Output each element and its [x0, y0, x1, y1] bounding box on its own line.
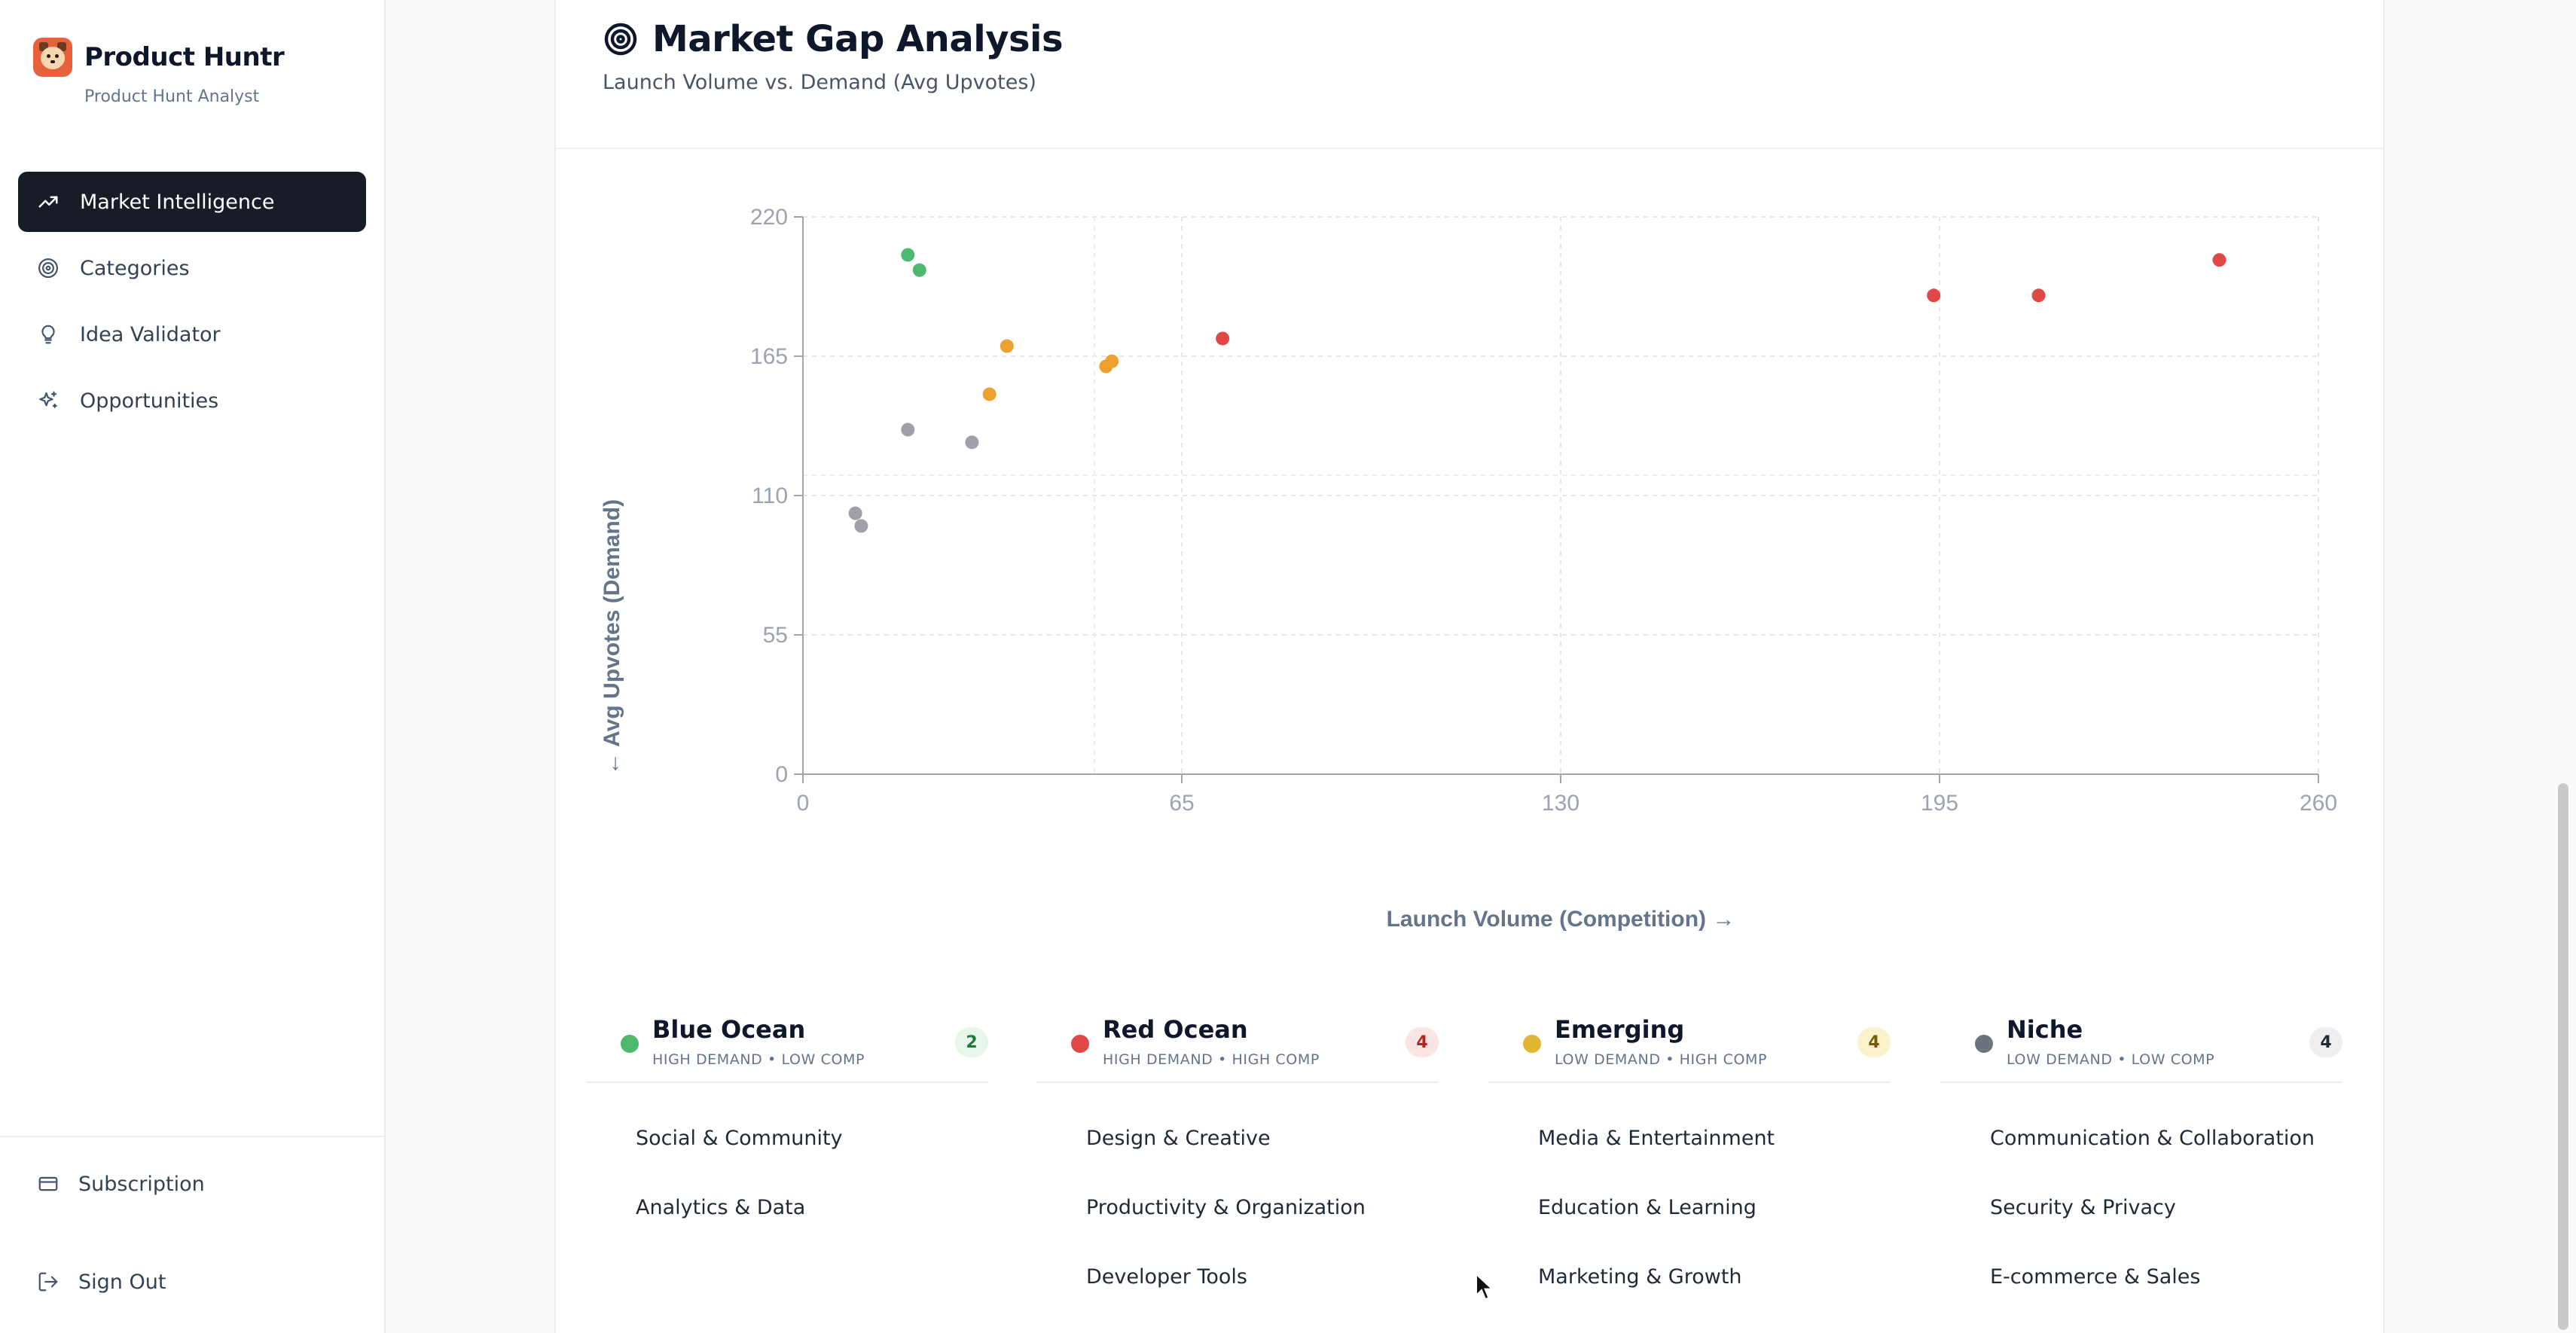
- brand[interactable]: Product Huntr: [33, 38, 285, 77]
- sidebar-nav: Market Intelligence Categories Idea Vali…: [18, 172, 366, 437]
- page-title: Market Gap Analysis: [652, 18, 1064, 60]
- legend-name: Blue Ocean: [652, 1015, 806, 1044]
- sidebar: Product Huntr Product Hunt Analyst Marke…: [0, 0, 386, 1333]
- log-out-icon: [36, 1270, 60, 1294]
- data-point-red-ocean: [1927, 288, 1941, 303]
- category-item[interactable]: Social & Community: [636, 1127, 843, 1150]
- category-item[interactable]: Marketing & Growth: [1538, 1265, 1742, 1289]
- y-tick-label: 110: [752, 483, 788, 508]
- legend-desc: LOW DEMAND • LOW COMP: [2007, 1051, 2215, 1068]
- brand-title: Product Huntr: [84, 42, 285, 72]
- legend-desc: HIGH DEMAND • HIGH COMP: [1103, 1051, 1320, 1068]
- data-point-emerging: [1105, 354, 1119, 368]
- category-item[interactable]: Communication & Collaboration: [1990, 1127, 2315, 1150]
- category-item[interactable]: Design & Creative: [1086, 1127, 1271, 1150]
- x-axis-label: Launch Volume (Competition) →: [1387, 907, 1735, 932]
- category-item[interactable]: Developer Tools: [1086, 1265, 1247, 1289]
- sidebar-divider: [0, 1136, 384, 1137]
- legend-desc: LOW DEMAND • HIGH COMP: [1555, 1051, 1768, 1068]
- market-gap-panel: Market Gap Analysis Launch Volume vs. De…: [554, 0, 2385, 1333]
- y-tick-label: 55: [763, 623, 788, 648]
- sidebar-item-label: Categories: [80, 256, 190, 280]
- data-point-red-ocean: [1216, 331, 1230, 346]
- chart-points: [848, 248, 2227, 533]
- x-tick-label: 0: [797, 791, 810, 816]
- legend-niche: Niche LOW DEMAND • LOW COMP 4 Communicat…: [1940, 1014, 2343, 1289]
- legend-red-ocean: Red Ocean HIGH DEMAND • HIGH COMP 4 Desi…: [1036, 1014, 1439, 1289]
- legend-desc: HIGH DEMAND • LOW COMP: [652, 1051, 865, 1068]
- data-point-emerging: [982, 387, 997, 401]
- target-icon: [603, 21, 639, 57]
- chart-grid: [803, 216, 2319, 774]
- subscription-button[interactable]: Subscription: [36, 1172, 205, 1196]
- y-tick-label: 220: [750, 205, 788, 230]
- subscription-label: Subscription: [78, 1172, 205, 1196]
- header-divider: [556, 148, 2383, 149]
- data-point-red-ocean: [2031, 288, 2046, 303]
- data-point-niche: [854, 519, 868, 533]
- legend-emerging: Emerging LOW DEMAND • HIGH COMP 4 Media …: [1488, 1014, 1891, 1289]
- category-item[interactable]: Productivity & Organization: [1086, 1196, 1366, 1219]
- legend-dot: [1975, 1035, 1993, 1053]
- sign-out-label: Sign Out: [78, 1270, 166, 1294]
- legend-dot: [1071, 1035, 1089, 1053]
- y-tick-label: 165: [750, 344, 788, 369]
- y-tick-label: 0: [775, 762, 788, 787]
- target-icon: [36, 256, 60, 280]
- data-point-red-ocean: [2212, 253, 2227, 267]
- category-item[interactable]: Analytics & Data: [636, 1196, 806, 1219]
- data-point-blue-ocean: [901, 248, 915, 262]
- panel-header: Market Gap Analysis Launch Volume vs. De…: [603, 18, 1064, 94]
- legend-name: Niche: [2007, 1015, 2083, 1044]
- page-subtitle: Launch Volume vs. Demand (Avg Upvotes): [603, 71, 1036, 94]
- page-scrollbar[interactable]: [2558, 783, 2568, 1330]
- category-item[interactable]: Education & Learning: [1538, 1196, 1757, 1219]
- sidebar-item-label: Opportunities: [80, 389, 219, 413]
- category-item[interactable]: Security & Privacy: [1990, 1196, 2176, 1219]
- legend-count-badge: 4: [1857, 1027, 1891, 1057]
- category-item[interactable]: Media & Entertainment: [1538, 1127, 1775, 1150]
- legend-name: Emerging: [1555, 1015, 1685, 1044]
- legend-name: Red Ocean: [1103, 1015, 1248, 1044]
- credit-card-icon: [36, 1172, 60, 1196]
- x-tick-label: 130: [1542, 791, 1579, 816]
- legend-count-badge: 4: [1406, 1027, 1439, 1057]
- data-point-emerging: [1000, 339, 1014, 353]
- chart-axes: 0 55 110 165 220 0 65 130 195 260: [750, 205, 2337, 816]
- sidebar-item-label: Idea Validator: [80, 322, 221, 346]
- legend-dot: [1523, 1035, 1541, 1053]
- scatter-chart: 0 55 110 165 220 0 65 130 195 260 Launch Volume (…: [600, 205, 2337, 932]
- sign-out-button[interactable]: Sign Out: [36, 1270, 166, 1294]
- legend-blue-ocean: Blue Ocean HIGH DEMAND • LOW COMP 2 Soci…: [586, 1014, 988, 1219]
- x-tick-label: 260: [2300, 791, 2337, 816]
- brand-logo-icon: [33, 38, 72, 77]
- lightbulb-icon: [36, 322, 60, 346]
- data-point-niche: [901, 422, 915, 437]
- sidebar-item-market-intelligence[interactable]: Market Intelligence: [18, 172, 366, 232]
- sparkles-icon: [36, 389, 60, 413]
- sidebar-item-categories[interactable]: Categories: [18, 238, 366, 298]
- x-tick-label: 65: [1169, 791, 1194, 816]
- legend-count-badge: 2: [955, 1027, 988, 1057]
- trending-up-icon: [36, 190, 60, 214]
- y-axis-label: ← Avg Upvotes (Demand): [600, 499, 624, 775]
- sidebar-item-idea-validator[interactable]: Idea Validator: [18, 304, 366, 365]
- mouse-cursor-icon: [1476, 1273, 1494, 1301]
- sidebar-item-opportunities[interactable]: Opportunities: [18, 371, 366, 431]
- data-point-niche: [965, 435, 979, 450]
- data-point-niche: [848, 506, 862, 520]
- brand-subtitle: Product Hunt Analyst: [84, 87, 260, 106]
- category-item[interactable]: E-commerce & Sales: [1990, 1265, 2201, 1289]
- data-point-blue-ocean: [912, 263, 926, 277]
- sidebar-item-label: Market Intelligence: [80, 190, 275, 214]
- x-tick-label: 195: [1921, 791, 1958, 816]
- legend-dot: [621, 1035, 639, 1053]
- legend-count-badge: 4: [2309, 1027, 2343, 1057]
